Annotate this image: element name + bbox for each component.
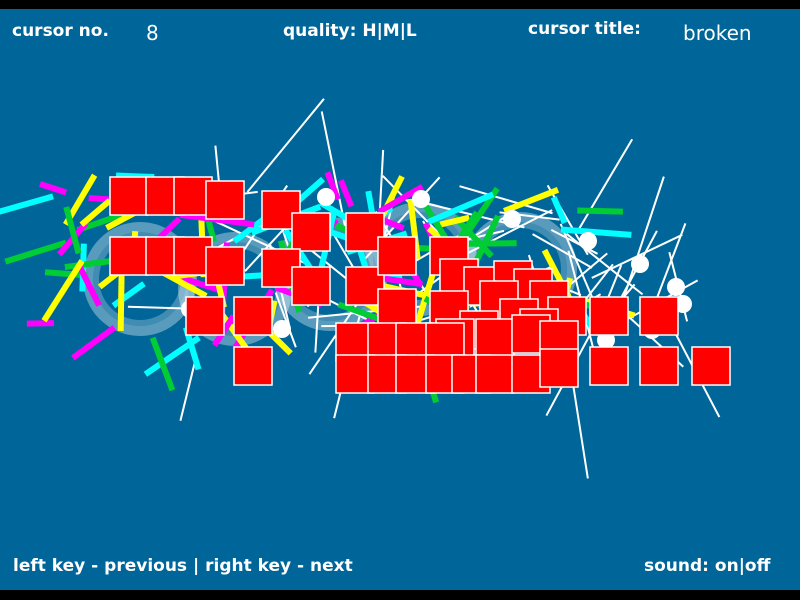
trail-bar bbox=[71, 325, 117, 361]
trail-dot bbox=[503, 210, 521, 228]
trail-bar bbox=[63, 206, 82, 255]
trail-bar bbox=[452, 214, 494, 259]
trail-dot bbox=[273, 320, 291, 338]
red-square bbox=[475, 318, 515, 358]
navigation-hint: left key - previous | right key - next bbox=[13, 556, 353, 576]
trail-bar bbox=[550, 195, 568, 225]
red-square bbox=[377, 288, 417, 328]
red-square bbox=[233, 296, 273, 336]
trail-bar bbox=[577, 207, 624, 215]
red-square bbox=[589, 346, 629, 386]
quality-label: quality: bbox=[283, 21, 357, 41]
red-square bbox=[109, 236, 149, 276]
trail-line bbox=[246, 98, 325, 193]
trail-dot bbox=[412, 190, 430, 208]
trail-bar bbox=[324, 171, 341, 201]
red-square bbox=[377, 236, 417, 276]
trail-bar bbox=[365, 190, 376, 217]
trail-bar bbox=[439, 214, 470, 228]
red-square bbox=[589, 296, 629, 336]
trail-dot bbox=[667, 278, 685, 296]
trail-line bbox=[459, 185, 553, 215]
trail-line bbox=[532, 233, 593, 269]
trail-bar bbox=[503, 186, 560, 214]
red-square bbox=[345, 212, 385, 252]
trail-bar bbox=[161, 270, 208, 299]
trail-bar bbox=[41, 259, 85, 323]
cursor-no-value: 8 bbox=[146, 21, 159, 45]
quality-selector: quality: H|M|L bbox=[283, 21, 417, 41]
red-square bbox=[291, 212, 331, 252]
cursor-title-label: cursor title: bbox=[528, 19, 641, 39]
trail-bar bbox=[560, 226, 632, 238]
red-square bbox=[205, 180, 245, 220]
trail-line bbox=[550, 228, 599, 255]
red-square bbox=[639, 346, 679, 386]
trail-line bbox=[578, 138, 634, 229]
trail-line bbox=[179, 359, 197, 421]
game-stage[interactable]: cursor no. 8 quality: H|M|L cursor title… bbox=[0, 9, 800, 590]
trail-dot bbox=[631, 255, 649, 273]
trail-line bbox=[565, 232, 644, 296]
quality-medium-option[interactable]: M bbox=[382, 21, 400, 41]
cursor-no-label: cursor no. bbox=[12, 21, 109, 41]
red-square bbox=[205, 246, 245, 286]
sound-toggle: sound: on|off bbox=[644, 556, 771, 576]
red-square bbox=[233, 346, 273, 386]
trail-dot bbox=[317, 188, 335, 206]
red-square bbox=[291, 266, 331, 306]
red-square bbox=[109, 176, 149, 216]
quality-high-option[interactable]: H bbox=[362, 21, 377, 41]
red-square bbox=[691, 346, 731, 386]
previous-cursor-hint[interactable]: left key - previous bbox=[13, 556, 188, 576]
trail-bar bbox=[0, 193, 54, 215]
sound-on-option[interactable]: on bbox=[714, 556, 739, 576]
trail-bar bbox=[426, 191, 495, 225]
trail-dot bbox=[579, 232, 597, 250]
trail-bar bbox=[338, 179, 355, 208]
sound-label: sound: bbox=[644, 556, 709, 576]
quality-low-option[interactable]: L bbox=[405, 21, 417, 41]
trail-bar bbox=[79, 198, 112, 228]
sound-off-option[interactable]: off bbox=[744, 556, 771, 576]
red-square bbox=[185, 296, 225, 336]
red-square bbox=[539, 348, 579, 388]
cursor-trail-scene bbox=[0, 98, 731, 479]
trail-bar bbox=[474, 214, 501, 262]
red-square bbox=[639, 296, 679, 336]
separator: | bbox=[192, 556, 200, 576]
trail-bar bbox=[75, 262, 102, 307]
trail-line bbox=[274, 292, 297, 348]
trail-bar bbox=[149, 336, 176, 392]
trail-bar bbox=[39, 181, 68, 196]
trail-bar bbox=[377, 184, 424, 215]
trail-bar bbox=[4, 239, 67, 265]
trail-line bbox=[623, 176, 665, 296]
cursor-title-value: broken bbox=[683, 21, 752, 45]
trail-bar bbox=[26, 320, 55, 327]
next-cursor-hint[interactable]: right key - next bbox=[205, 556, 353, 576]
trail-line bbox=[566, 252, 608, 288]
trail-bar bbox=[111, 281, 146, 309]
trail-bar bbox=[462, 240, 517, 247]
red-square bbox=[475, 354, 515, 394]
